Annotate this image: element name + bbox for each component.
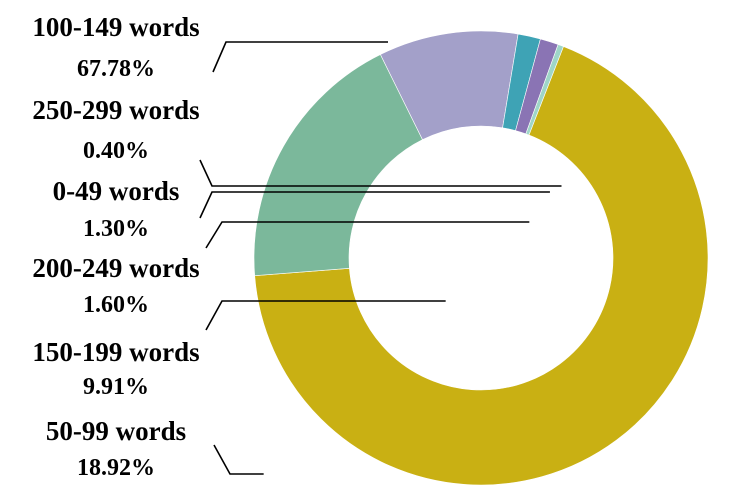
leader-50-99-words	[213, 444, 264, 475]
percent-0-49-words: 1.30%	[83, 216, 149, 242]
leader-200-249-words	[205, 221, 530, 249]
leader-250-299-words	[199, 159, 562, 187]
donut-slices	[253, 30, 709, 486]
slice-250-299-words	[525, 44, 564, 136]
leader-0-49-words	[199, 191, 550, 219]
label-50-99-words: 50-99 words	[46, 416, 186, 446]
label-0-49-words: 0-49 words	[53, 176, 180, 206]
percent-200-249-words: 1.60%	[83, 292, 149, 318]
percent-250-299-words: 0.40%	[83, 138, 149, 164]
slice-100-149-words	[254, 46, 709, 486]
label-100-149-words: 100-149 words	[32, 12, 199, 42]
label-250-299-words: 250-299 words	[32, 95, 199, 125]
leader-lines	[199, 41, 562, 475]
slice-labels: 100-149 words 67.78% 50-99 words 18.92% 150-…	[32, 12, 199, 481]
percent-50-99-words: 18.92%	[77, 455, 155, 481]
slice-50-99-words	[253, 54, 423, 277]
label-200-249-words: 200-249 words	[32, 253, 199, 283]
leader-150-199-words	[205, 300, 446, 331]
leader-100-149-words	[212, 41, 388, 73]
percent-150-199-words: 9.91%	[83, 374, 149, 400]
percent-100-149-words: 67.78%	[77, 56, 155, 82]
label-150-199-words: 150-199 words	[32, 337, 199, 367]
